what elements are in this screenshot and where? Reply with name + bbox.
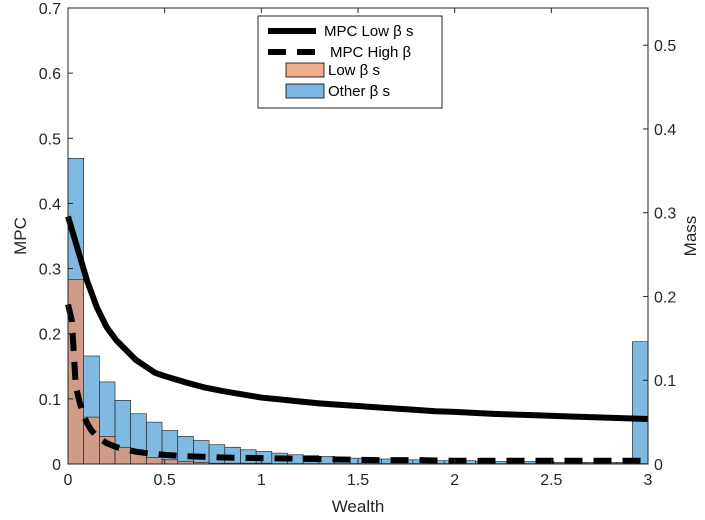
x-axis-label: Wealth bbox=[332, 497, 385, 516]
legend-label-mpc-low-beta: MPC Low β s bbox=[324, 23, 413, 40]
x-tick-label: 0 bbox=[64, 472, 73, 489]
y-left-tick-label: 0.5 bbox=[39, 131, 61, 148]
mpc-high-beta-line bbox=[65, 303, 648, 464]
legend-swatch-other-beta bbox=[285, 83, 325, 99]
other-beta-bar bbox=[161, 430, 179, 465]
other-beta-bar bbox=[193, 440, 210, 465]
y-left-tick-label: 0.2 bbox=[39, 327, 61, 344]
y-axis-right-label: Mass bbox=[681, 216, 700, 257]
y-axis-left-label: MPC bbox=[11, 217, 30, 255]
y-left-tick-label: 0 bbox=[52, 457, 61, 474]
y-right-tick-label: 0.3 bbox=[654, 206, 676, 223]
y-axis-left: 0 0.1 0.2 0.3 0.4 0.5 0.6 0.7 bbox=[39, 1, 73, 474]
legend-label-mpc-high-beta: MPC High β bbox=[330, 44, 412, 61]
legend-label-low-beta: Low β s bbox=[328, 62, 380, 79]
y-right-tick-label: 0 bbox=[654, 457, 663, 474]
legend-label-other-beta: Other β s bbox=[328, 83, 390, 100]
y-right-tick-label: 0.4 bbox=[654, 122, 676, 139]
y-right-tick-label: 0.5 bbox=[654, 38, 676, 55]
legend: MPC Low β s MPC High β Low β s Other β s bbox=[257, 15, 443, 109]
mpc-low-beta-line bbox=[65, 215, 649, 423]
x-tick-label: 0.5 bbox=[154, 472, 176, 489]
y-right-tick-label: 0.1 bbox=[654, 373, 676, 390]
y-left-tick-label: 0.1 bbox=[39, 392, 61, 409]
x-tick-label: 3 bbox=[644, 472, 653, 489]
other-beta-bar bbox=[177, 436, 194, 465]
x-tick-label: 1 bbox=[257, 472, 266, 489]
other-beta-bar bbox=[632, 341, 649, 465]
y-left-tick-label: 0.3 bbox=[39, 262, 61, 279]
low-beta-bar bbox=[146, 456, 163, 465]
y-left-tick-label: 0.4 bbox=[39, 196, 61, 213]
x-tick-label: 1.5 bbox=[347, 472, 369, 489]
x-tick-label: 2 bbox=[450, 472, 459, 489]
y-left-tick-label: 0.6 bbox=[39, 66, 61, 83]
y-left-tick-label: 0.7 bbox=[39, 1, 61, 18]
y-right-tick-label: 0.2 bbox=[654, 289, 676, 306]
x-axis: 0 0.5 1 1.5 2 2.5 3 bbox=[64, 8, 653, 489]
y-axis-right: 0 0.1 0.2 0.3 0.4 0.5 bbox=[643, 38, 676, 474]
x-tick-label: 2.5 bbox=[540, 472, 562, 489]
legend-swatch-low-beta bbox=[285, 62, 325, 78]
